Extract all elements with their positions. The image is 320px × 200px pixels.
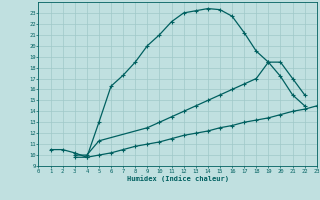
X-axis label: Humidex (Indice chaleur): Humidex (Indice chaleur) <box>127 175 228 182</box>
